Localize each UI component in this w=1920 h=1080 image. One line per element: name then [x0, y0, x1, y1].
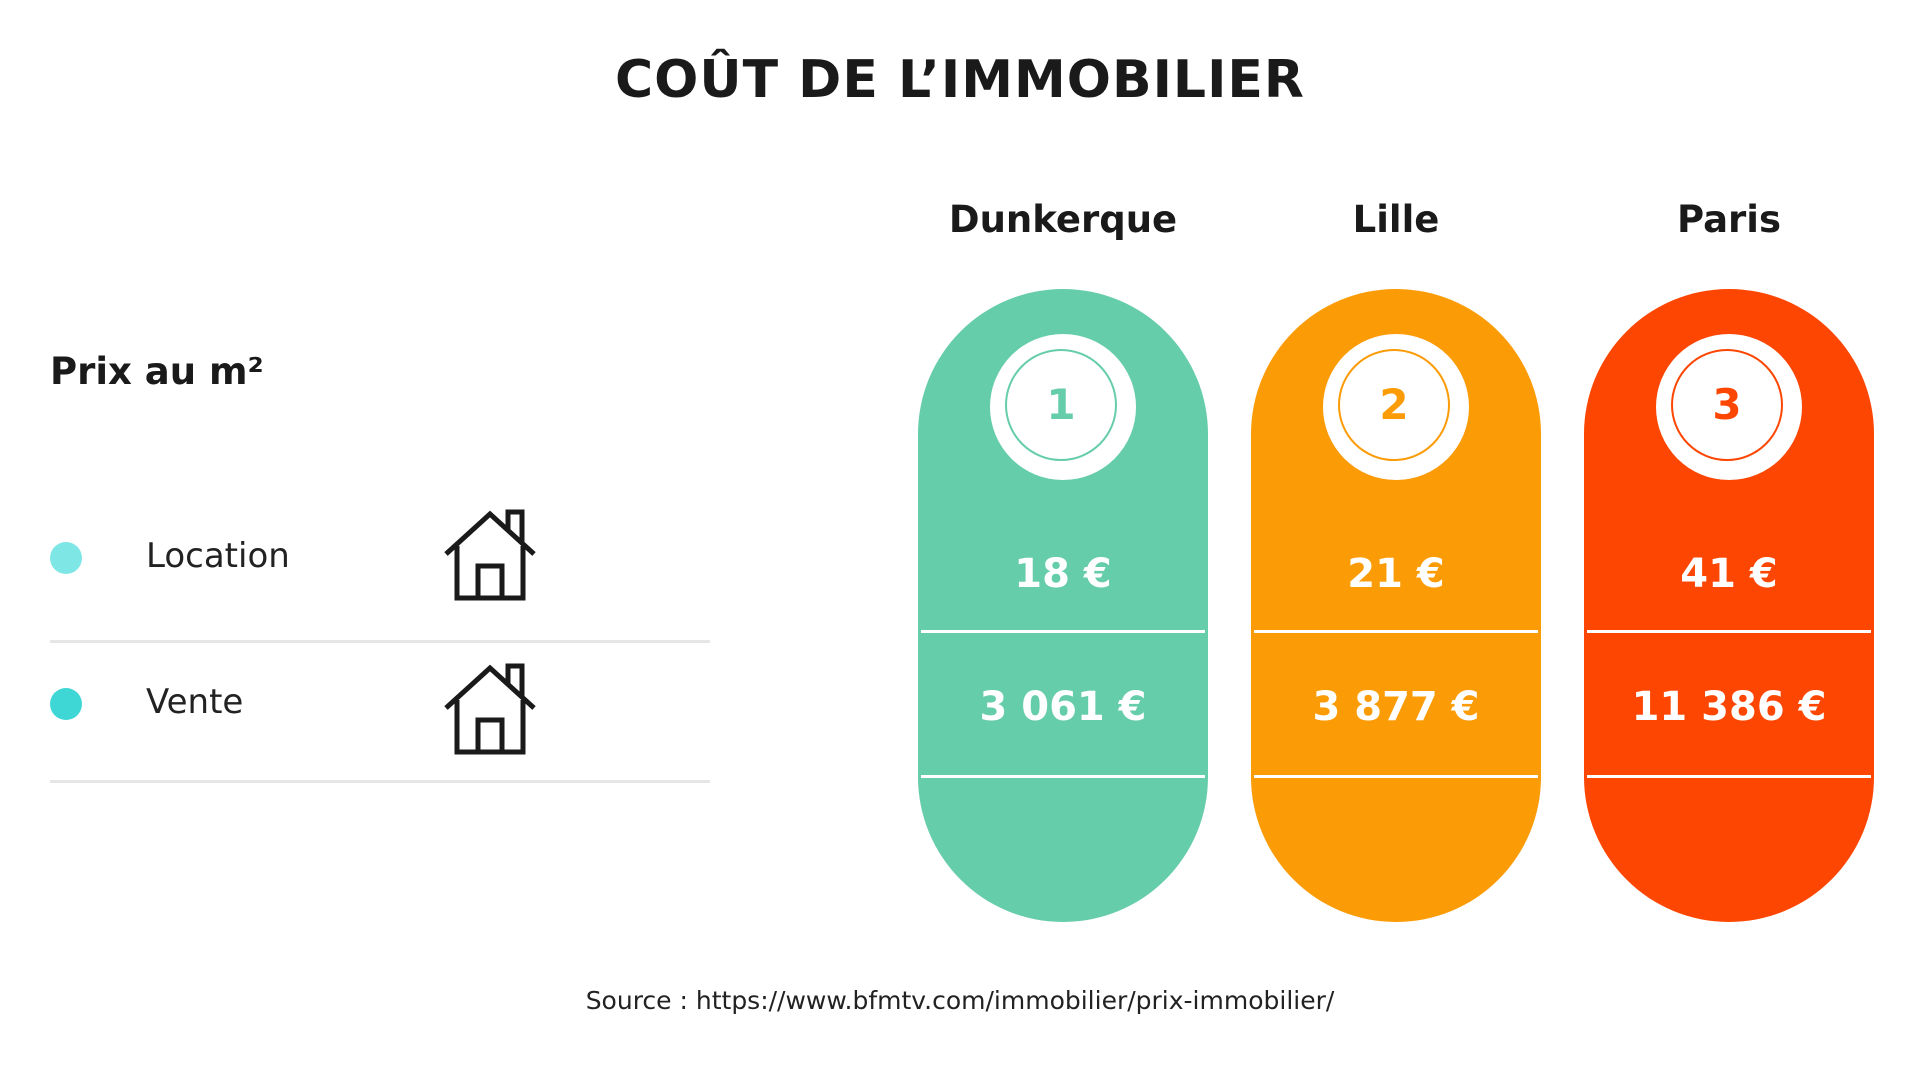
separator-line [1254, 775, 1538, 778]
vente-value: 3 061 € [979, 684, 1147, 730]
legend-row-location: Location [50, 500, 710, 643]
page-title: COÛT DE L’IMMOBILIER [615, 50, 1305, 110]
city-name-paris: Paris [1676, 198, 1782, 241]
source-credit: Source : https://www.bfmtv.com/immobilie… [585, 986, 1335, 1015]
location-value: 21 € [1347, 551, 1445, 597]
separator-line [1587, 630, 1871, 633]
legend-title: Prix au m² [50, 350, 264, 393]
rank-number: 1 [1005, 349, 1117, 461]
location-value: 18 € [1014, 551, 1112, 597]
vente-value: 11 386 € [1631, 684, 1827, 730]
rank-badge: 2 [1323, 334, 1469, 480]
legend-dot-vente [50, 688, 82, 720]
rank-number: 3 [1671, 349, 1783, 461]
separator-line [1587, 775, 1871, 778]
separator-line [1254, 630, 1538, 633]
city-card-lille: 2 21 € 3 877 € [1251, 289, 1541, 922]
city-card-dunkerque: 1 18 € 3 061 € [918, 289, 1208, 922]
separator-line [921, 630, 1205, 633]
legend-label-location: Location [146, 536, 290, 576]
legend-row-vente: Vente [50, 640, 710, 783]
vente-value: 3 877 € [1312, 684, 1480, 730]
city-card-paris: 3 41 € 11 386 € [1584, 289, 1874, 922]
rank-badge: 3 [1656, 334, 1802, 480]
house-icon [444, 663, 536, 755]
city-name-dunkerque: Dunkerque [948, 198, 1178, 241]
location-value: 41 € [1680, 551, 1778, 597]
city-name-lille: Lille [1352, 198, 1440, 241]
house-icon [444, 509, 536, 601]
legend-label-vente: Vente [146, 682, 244, 722]
rank-badge: 1 [990, 334, 1136, 480]
legend-dot-location [50, 542, 82, 574]
rank-number: 2 [1338, 349, 1450, 461]
separator-line [921, 775, 1205, 778]
